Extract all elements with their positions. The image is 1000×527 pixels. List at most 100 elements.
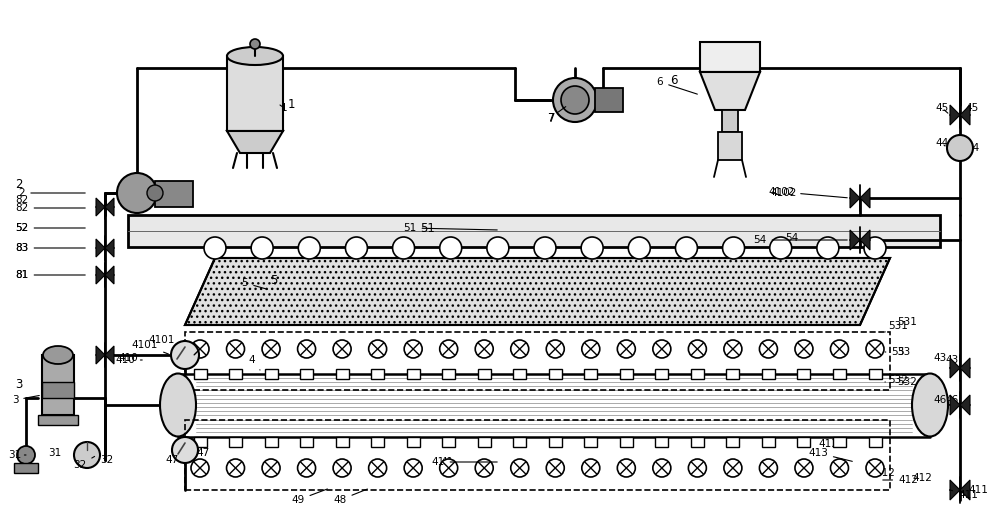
Circle shape bbox=[723, 237, 745, 259]
Bar bbox=[336, 369, 349, 379]
Bar bbox=[833, 369, 846, 379]
Circle shape bbox=[475, 459, 493, 477]
Circle shape bbox=[204, 237, 226, 259]
Bar bbox=[265, 369, 278, 379]
Text: 43: 43 bbox=[945, 355, 958, 365]
Circle shape bbox=[511, 459, 529, 477]
Bar bbox=[300, 369, 313, 379]
Bar bbox=[38, 415, 78, 425]
Circle shape bbox=[617, 459, 635, 477]
Circle shape bbox=[404, 459, 422, 477]
Bar bbox=[833, 437, 846, 447]
Bar bbox=[227, 56, 283, 131]
Bar bbox=[722, 110, 738, 132]
Circle shape bbox=[817, 237, 839, 259]
Text: 41: 41 bbox=[431, 457, 497, 467]
Text: 31: 31 bbox=[8, 450, 26, 460]
Bar bbox=[128, 215, 940, 247]
Circle shape bbox=[74, 442, 100, 468]
Circle shape bbox=[487, 237, 509, 259]
Circle shape bbox=[250, 39, 260, 49]
Bar bbox=[229, 369, 242, 379]
Text: 3: 3 bbox=[15, 378, 22, 392]
Text: 54: 54 bbox=[785, 233, 798, 243]
Bar bbox=[655, 369, 668, 379]
Polygon shape bbox=[96, 198, 105, 216]
Bar bbox=[868, 437, 882, 447]
Circle shape bbox=[475, 340, 493, 358]
Circle shape bbox=[191, 459, 209, 477]
Text: 45: 45 bbox=[935, 103, 949, 113]
Polygon shape bbox=[105, 266, 114, 284]
Circle shape bbox=[191, 340, 209, 358]
Bar bbox=[371, 369, 384, 379]
Polygon shape bbox=[700, 72, 760, 110]
Bar bbox=[513, 437, 526, 447]
Bar bbox=[691, 369, 704, 379]
Text: 51: 51 bbox=[403, 223, 497, 233]
Text: 43: 43 bbox=[933, 353, 950, 368]
Circle shape bbox=[534, 237, 556, 259]
Text: 7: 7 bbox=[548, 112, 556, 124]
Bar bbox=[868, 369, 882, 379]
Circle shape bbox=[830, 340, 848, 358]
Circle shape bbox=[440, 340, 458, 358]
Circle shape bbox=[440, 237, 462, 259]
Text: 48: 48 bbox=[333, 489, 367, 505]
Bar bbox=[407, 369, 420, 379]
Bar bbox=[194, 369, 207, 379]
Ellipse shape bbox=[912, 374, 948, 436]
Circle shape bbox=[864, 237, 886, 259]
Text: 45: 45 bbox=[965, 103, 978, 113]
Text: 412: 412 bbox=[875, 468, 895, 478]
Bar bbox=[620, 369, 633, 379]
Bar bbox=[371, 437, 384, 447]
Polygon shape bbox=[950, 480, 960, 500]
Ellipse shape bbox=[227, 47, 283, 65]
Circle shape bbox=[298, 237, 320, 259]
Text: 49: 49 bbox=[291, 489, 327, 505]
Circle shape bbox=[724, 340, 742, 358]
Polygon shape bbox=[96, 239, 105, 257]
Circle shape bbox=[251, 237, 273, 259]
Text: 4: 4 bbox=[249, 355, 260, 370]
Bar bbox=[620, 437, 633, 447]
Circle shape bbox=[561, 86, 589, 114]
Circle shape bbox=[866, 340, 884, 358]
Polygon shape bbox=[950, 395, 960, 415]
Text: 531: 531 bbox=[885, 321, 908, 332]
Text: 5: 5 bbox=[242, 278, 267, 289]
Text: 2: 2 bbox=[15, 179, 22, 191]
Circle shape bbox=[227, 340, 245, 358]
Text: 54: 54 bbox=[753, 235, 847, 245]
Text: 6: 6 bbox=[657, 77, 697, 94]
Circle shape bbox=[759, 459, 777, 477]
Text: 413: 413 bbox=[808, 448, 852, 461]
Bar bbox=[700, 42, 760, 72]
Ellipse shape bbox=[160, 374, 196, 436]
Circle shape bbox=[653, 459, 671, 477]
Bar bbox=[300, 437, 313, 447]
Circle shape bbox=[553, 78, 597, 122]
Bar bbox=[655, 437, 668, 447]
Bar bbox=[691, 437, 704, 447]
Polygon shape bbox=[960, 105, 970, 125]
Polygon shape bbox=[860, 188, 870, 208]
Text: 53: 53 bbox=[885, 347, 905, 357]
Circle shape bbox=[511, 340, 529, 358]
Polygon shape bbox=[950, 358, 960, 378]
Polygon shape bbox=[960, 395, 970, 415]
Text: 81: 81 bbox=[15, 270, 85, 280]
Bar bbox=[442, 369, 455, 379]
Text: 4: 4 bbox=[262, 348, 270, 362]
Bar bbox=[762, 369, 775, 379]
Text: 53: 53 bbox=[897, 347, 910, 357]
Circle shape bbox=[628, 237, 650, 259]
Text: 83: 83 bbox=[15, 243, 85, 253]
Circle shape bbox=[262, 459, 280, 477]
Text: 44: 44 bbox=[966, 143, 979, 153]
Circle shape bbox=[675, 237, 697, 259]
Text: 4102: 4102 bbox=[769, 187, 847, 198]
Bar bbox=[718, 132, 742, 160]
Text: 82: 82 bbox=[15, 195, 28, 205]
